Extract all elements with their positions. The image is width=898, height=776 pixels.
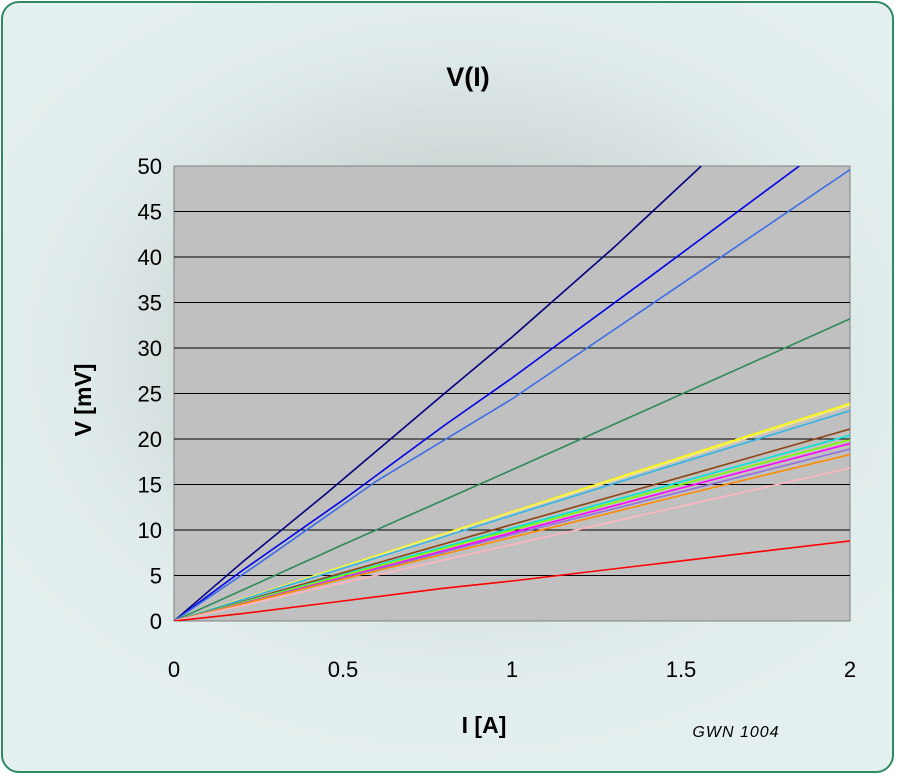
y-tick-label: 20 [138,427,162,452]
series-line-15 [174,540,850,621]
x-tick-label: 0.5 [328,657,359,682]
series-line-14 [174,467,850,621]
footnote: GWN 1004 [692,724,779,741]
chart-svg: V(I) 0 5 10 15 20 25 30 35 40 45 50 0 0.5 1 1.5 2 I [A… [70,62,856,741]
x-axis-label: I [A] [462,712,507,738]
y-tick-label: 15 [138,473,162,498]
y-tick-labels: 0 5 10 15 20 25 30 35 40 45 50 [138,154,162,634]
y-tick-label: 35 [138,291,162,316]
y-tick-label: 45 [138,200,162,225]
y-tick-label: 40 [138,245,162,270]
x-tick-label: 1.5 [666,657,697,682]
series-line-4 [174,318,850,621]
series-lines [174,166,850,621]
series-line-1 [174,166,702,621]
series-line-13 [174,453,850,621]
x-tick-label: 1 [506,657,518,682]
chart-title: V(I) [446,62,490,92]
y-tick-label: 0 [150,609,162,634]
series-line-10 [174,439,850,621]
series-line-2 [174,166,800,621]
x-tick-labels: 0 0.5 1 1.5 2 [168,657,856,682]
y-tick-label: 30 [138,336,162,361]
series-line-7 [174,410,850,621]
series-line-3 [174,168,850,621]
y-axis-label: V [mV] [70,364,96,437]
series-line-8 [174,428,850,621]
y-tick-label: 50 [138,154,162,179]
y-tick-label: 25 [138,382,162,407]
x-tick-label: 0 [168,657,180,682]
x-tick-label: 2 [844,657,856,682]
plot-area [173,165,851,622]
y-tick-label: 10 [138,518,162,543]
y-tick-label: 5 [150,564,162,589]
